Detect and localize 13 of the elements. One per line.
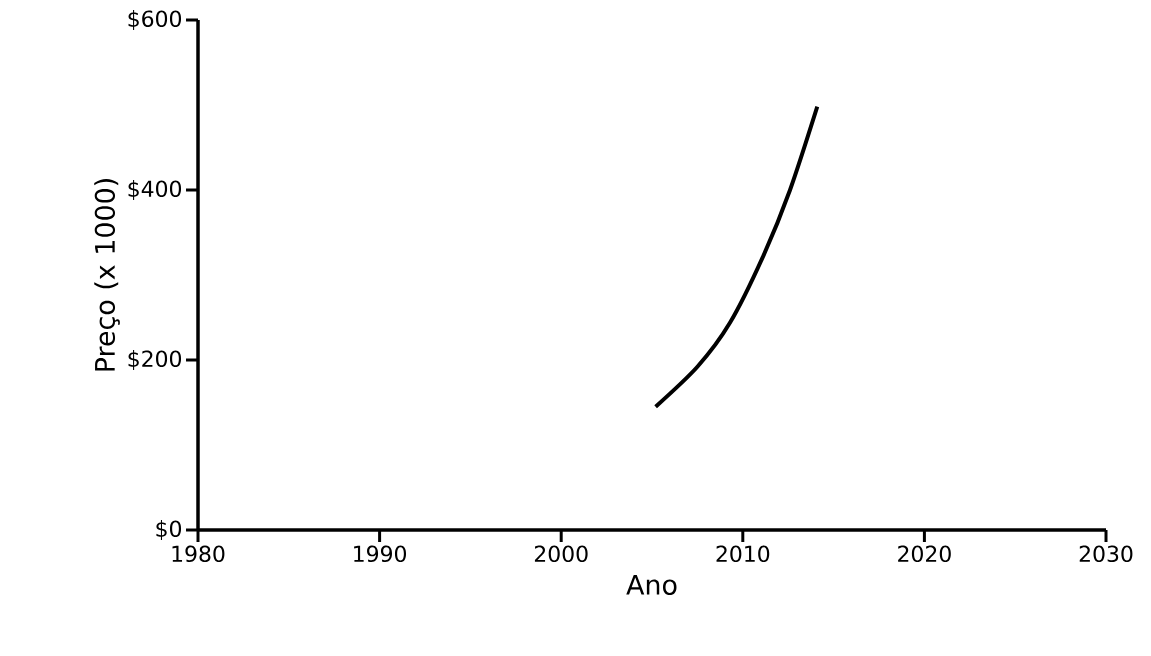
x-tick-label: 2000 xyxy=(534,545,588,563)
x-tick-label: 2030 xyxy=(1079,545,1133,563)
x-tick-label: 2020 xyxy=(898,545,951,563)
y-tick-label: $200 xyxy=(128,350,182,370)
y-tick-label: $600 xyxy=(128,10,182,30)
y-tick-label: $0 xyxy=(156,520,182,540)
x-tick-label: 2010 xyxy=(716,545,770,563)
line-series xyxy=(653,104,820,409)
y-tick-label: $400 xyxy=(128,180,182,200)
x-tick-label: 1980 xyxy=(172,545,225,563)
x-tick-label: 1990 xyxy=(354,545,407,563)
y-axis-title: Preço (x 1000) xyxy=(94,179,120,371)
x-axis-title: Ano xyxy=(626,574,677,595)
